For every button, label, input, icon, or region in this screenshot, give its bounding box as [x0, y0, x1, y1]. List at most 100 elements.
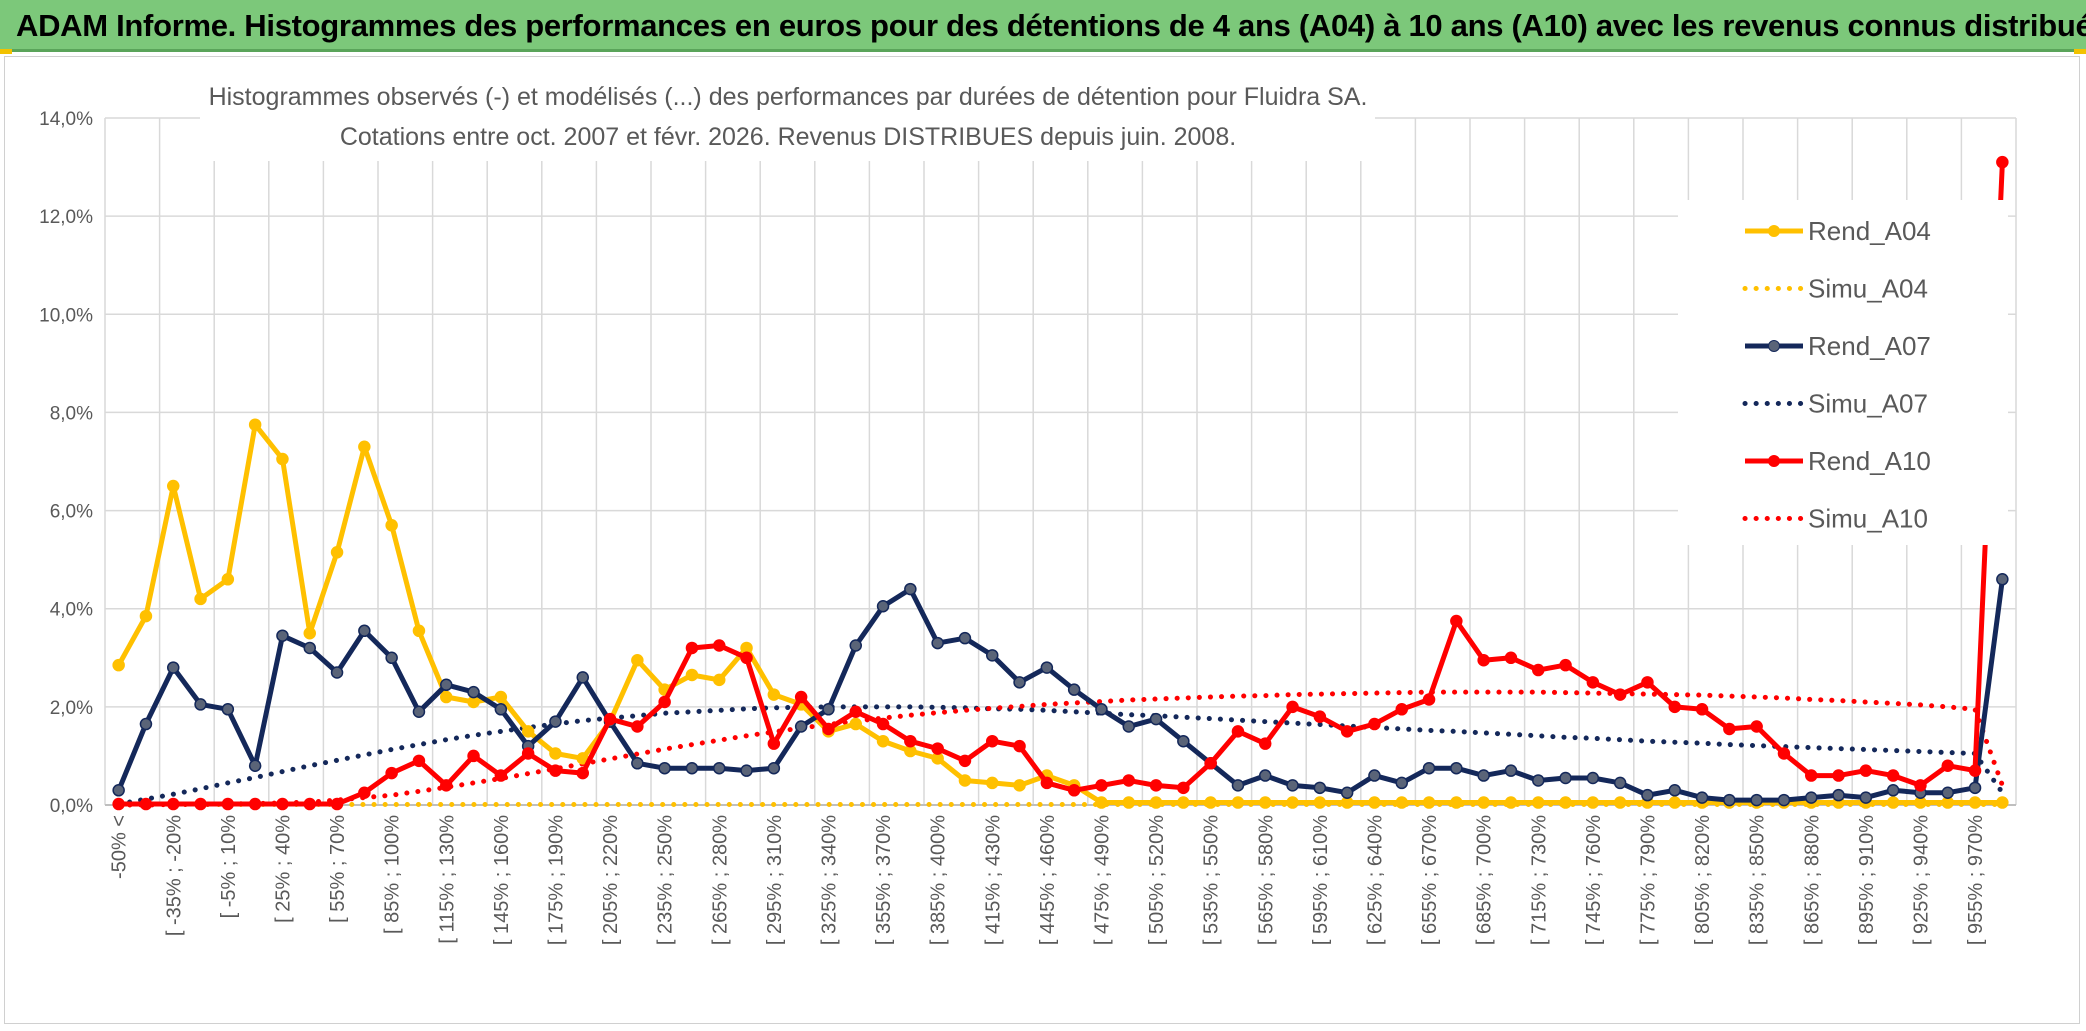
- point-Rend_A10: [1231, 725, 1245, 738]
- point-Rend_A04: [549, 747, 562, 760]
- point-Rend_A10: [494, 769, 508, 782]
- x-tick-label: [ 415% ; 430%: [982, 815, 1004, 945]
- x-tick-label: [ 805% ; 820%: [1692, 815, 1714, 945]
- point-Rend_A10: [1504, 651, 1518, 665]
- line-Rend_A07: [116, 578, 2005, 803]
- point-Rend_A07: [303, 641, 316, 655]
- point-Rend_A07: [1368, 769, 1381, 782]
- point-Rend_A07: [1996, 573, 2009, 586]
- y-tick-label: 0,0%: [50, 796, 93, 817]
- point-Rend_A04: [248, 418, 262, 431]
- point-Rend_A10: [194, 797, 207, 811]
- point-Rend_A10: [631, 720, 644, 733]
- point-Rend_A10: [1013, 739, 1026, 753]
- point-Rend_A04: [494, 690, 508, 704]
- x-axis: -50% < [ -35% ; -20% [ -5% ; 10% [ 25% ; 40…: [105, 804, 2016, 945]
- point-Rend_A10: [904, 734, 917, 748]
- point-Rend_A07: [713, 761, 726, 775]
- point-Rend_A04: [385, 519, 398, 532]
- point-Rend_A10: [221, 797, 235, 811]
- point-Rend_A04: [1149, 796, 1163, 809]
- point-Rend_A10: [303, 797, 316, 811]
- x-tick-label: [ 955% ; 970%: [1965, 815, 1987, 945]
- point-Rend_A10: [167, 797, 180, 811]
- point-Rend_A10: [521, 747, 535, 760]
- x-tick-label: [ 85% ; 100%: [382, 815, 404, 934]
- point-Rend_A10: [139, 797, 153, 811]
- point-Rend_A07: [1286, 779, 1299, 792]
- point-Rend_A10: [1750, 720, 1763, 733]
- point-Rend_A04: [1204, 796, 1217, 809]
- point-Rend_A07: [767, 761, 781, 775]
- point-Rend_A10: [1996, 155, 2009, 169]
- point-Rend_A04: [112, 658, 125, 672]
- point-Rend_A10: [1695, 703, 1709, 716]
- point-Rend_A04: [440, 690, 453, 704]
- point-Rend_A10: [685, 641, 699, 655]
- point-Rend_A10: [1613, 688, 1627, 701]
- point-Rend_A07: [248, 759, 262, 772]
- corner-accent-left: [0, 49, 12, 54]
- point-Rend_A07: [1750, 793, 1763, 807]
- x-tick-label: [ 925% ; 940%: [1910, 815, 1932, 945]
- x-tick-label: [ 445% ; 460%: [1037, 815, 1059, 945]
- point-Rend_A07: [385, 651, 398, 665]
- point-Rend_A10: [276, 797, 289, 811]
- point-Rend_A07: [1231, 779, 1245, 792]
- point-Rend_A04: [1968, 796, 1982, 809]
- point-Rend_A04: [631, 653, 644, 667]
- point-Rend_A07: [1040, 661, 1054, 674]
- x-tick-label: [ 685% ; 700%: [1474, 815, 1496, 945]
- point-Rend_A10: [1477, 653, 1490, 667]
- point-Rend_A07: [876, 600, 890, 613]
- point-Rend_A07: [1067, 683, 1081, 696]
- x-tick-label: [ 505% ; 520%: [1146, 815, 1168, 945]
- x-tick-label: [ 115% ; 130%: [436, 815, 458, 944]
- point-Rend_A10: [603, 712, 617, 726]
- point-Rend_A10: [849, 705, 862, 719]
- x-tick-label: [ 355% ; 370%: [873, 815, 895, 945]
- point-Rend_A04: [1586, 796, 1600, 809]
- x-tick-label: -50% <: [109, 815, 131, 879]
- point-Rend_A07: [1805, 791, 1818, 804]
- x-tick-label: [ 25% ; 40%: [272, 815, 294, 923]
- legend-label-Simu_A10: Simu_A10: [1808, 504, 1928, 534]
- point-Rend_A10: [958, 754, 972, 768]
- point-Rend_A07: [631, 757, 644, 770]
- point-Rend_A07: [330, 666, 344, 679]
- x-tick-label: [ 325% ; 340%: [818, 815, 840, 945]
- point-Rend_A04: [358, 440, 371, 454]
- point-Rend_A07: [549, 715, 562, 728]
- point-Rend_A07: [1122, 720, 1135, 733]
- point-Rend_A10: [1859, 764, 1873, 777]
- point-Rend_A10: [1450, 614, 1463, 628]
- x-tick-label: [ 715% ; 730%: [1528, 815, 1550, 945]
- point-Rend_A10: [412, 754, 426, 768]
- x-tick-label: [ 865% ; 880%: [1801, 815, 1823, 945]
- point-Rend_A04: [1313, 796, 1327, 809]
- point-Rend_A10: [1586, 676, 1600, 689]
- point-Rend_A07: [658, 761, 671, 775]
- x-tick-label: [ 565% ; 580%: [1255, 815, 1277, 945]
- point-Rend_A07: [1777, 793, 1791, 807]
- point-Rend_A07: [1340, 786, 1354, 799]
- point-Rend_A04: [1532, 796, 1545, 809]
- line-Rend_A04: [116, 422, 2003, 805]
- point-Rend_A07: [576, 671, 589, 684]
- point-Rend_A10: [1286, 700, 1299, 714]
- point-Rend_A07: [1504, 764, 1518, 777]
- point-Rend_A10: [1422, 693, 1436, 706]
- point-Rend_A07: [822, 703, 835, 716]
- point-Rend_A07: [1886, 784, 1900, 797]
- x-tick-label: [ 475% ; 490%: [1091, 815, 1113, 945]
- x-tick-label: [ 895% ; 910%: [1856, 815, 1878, 945]
- point-Rend_A10: [794, 690, 808, 704]
- corner-accent-right: [2074, 49, 2086, 54]
- x-tick-label: [ 265% ; 280%: [709, 815, 731, 945]
- point-Rend_A07: [1259, 769, 1272, 782]
- point-Rend_A07: [1013, 676, 1026, 689]
- point-Rend_A10: [1122, 774, 1135, 787]
- point-Rend_A07: [1559, 771, 1572, 785]
- point-Rend_A04: [849, 717, 862, 731]
- x-tick-label: [ 55% ; 70%: [327, 815, 349, 923]
